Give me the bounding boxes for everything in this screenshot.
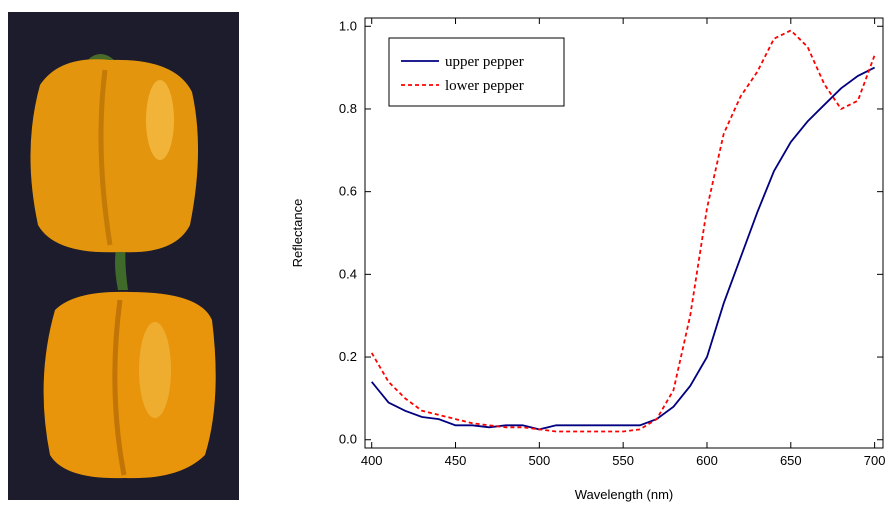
line-series [370, 29, 876, 433]
legend-label: lower pepper [445, 78, 524, 94]
plot-frame [364, 17, 884, 449]
y-tick-label: 0.8 [339, 101, 357, 116]
x-tick-label: 450 [445, 453, 467, 468]
y-tick-label: 1.0 [339, 18, 357, 33]
y-axis-title: Reflectance [290, 199, 305, 268]
line-series [371, 66, 876, 431]
x-tick-label: 550 [612, 453, 634, 468]
y-tick-label: 0.6 [339, 184, 357, 199]
x-tick-label: 650 [780, 453, 802, 468]
plot: 400 450 500 550 600 650 700 0.0 0.2 0.4 0.6 0.8 1.0 W… [290, 17, 886, 502]
y-tick-label: 0.0 [339, 432, 357, 447]
x-tick-label: 400 [361, 453, 383, 468]
legend-label: upper pepper [445, 54, 524, 70]
x-axis-title: Wavelength (nm) [575, 487, 674, 502]
legend: upper pepper lower pepper [388, 37, 565, 107]
legend-box [388, 37, 565, 107]
x-tick-label: 500 [528, 453, 550, 468]
x-tick-label: 600 [696, 453, 718, 468]
x-tick-label: 700 [864, 453, 886, 468]
y-tick-label: 0.2 [339, 349, 357, 364]
pepper-photo [8, 12, 239, 500]
y-tick-label: 0.4 [339, 266, 357, 281]
